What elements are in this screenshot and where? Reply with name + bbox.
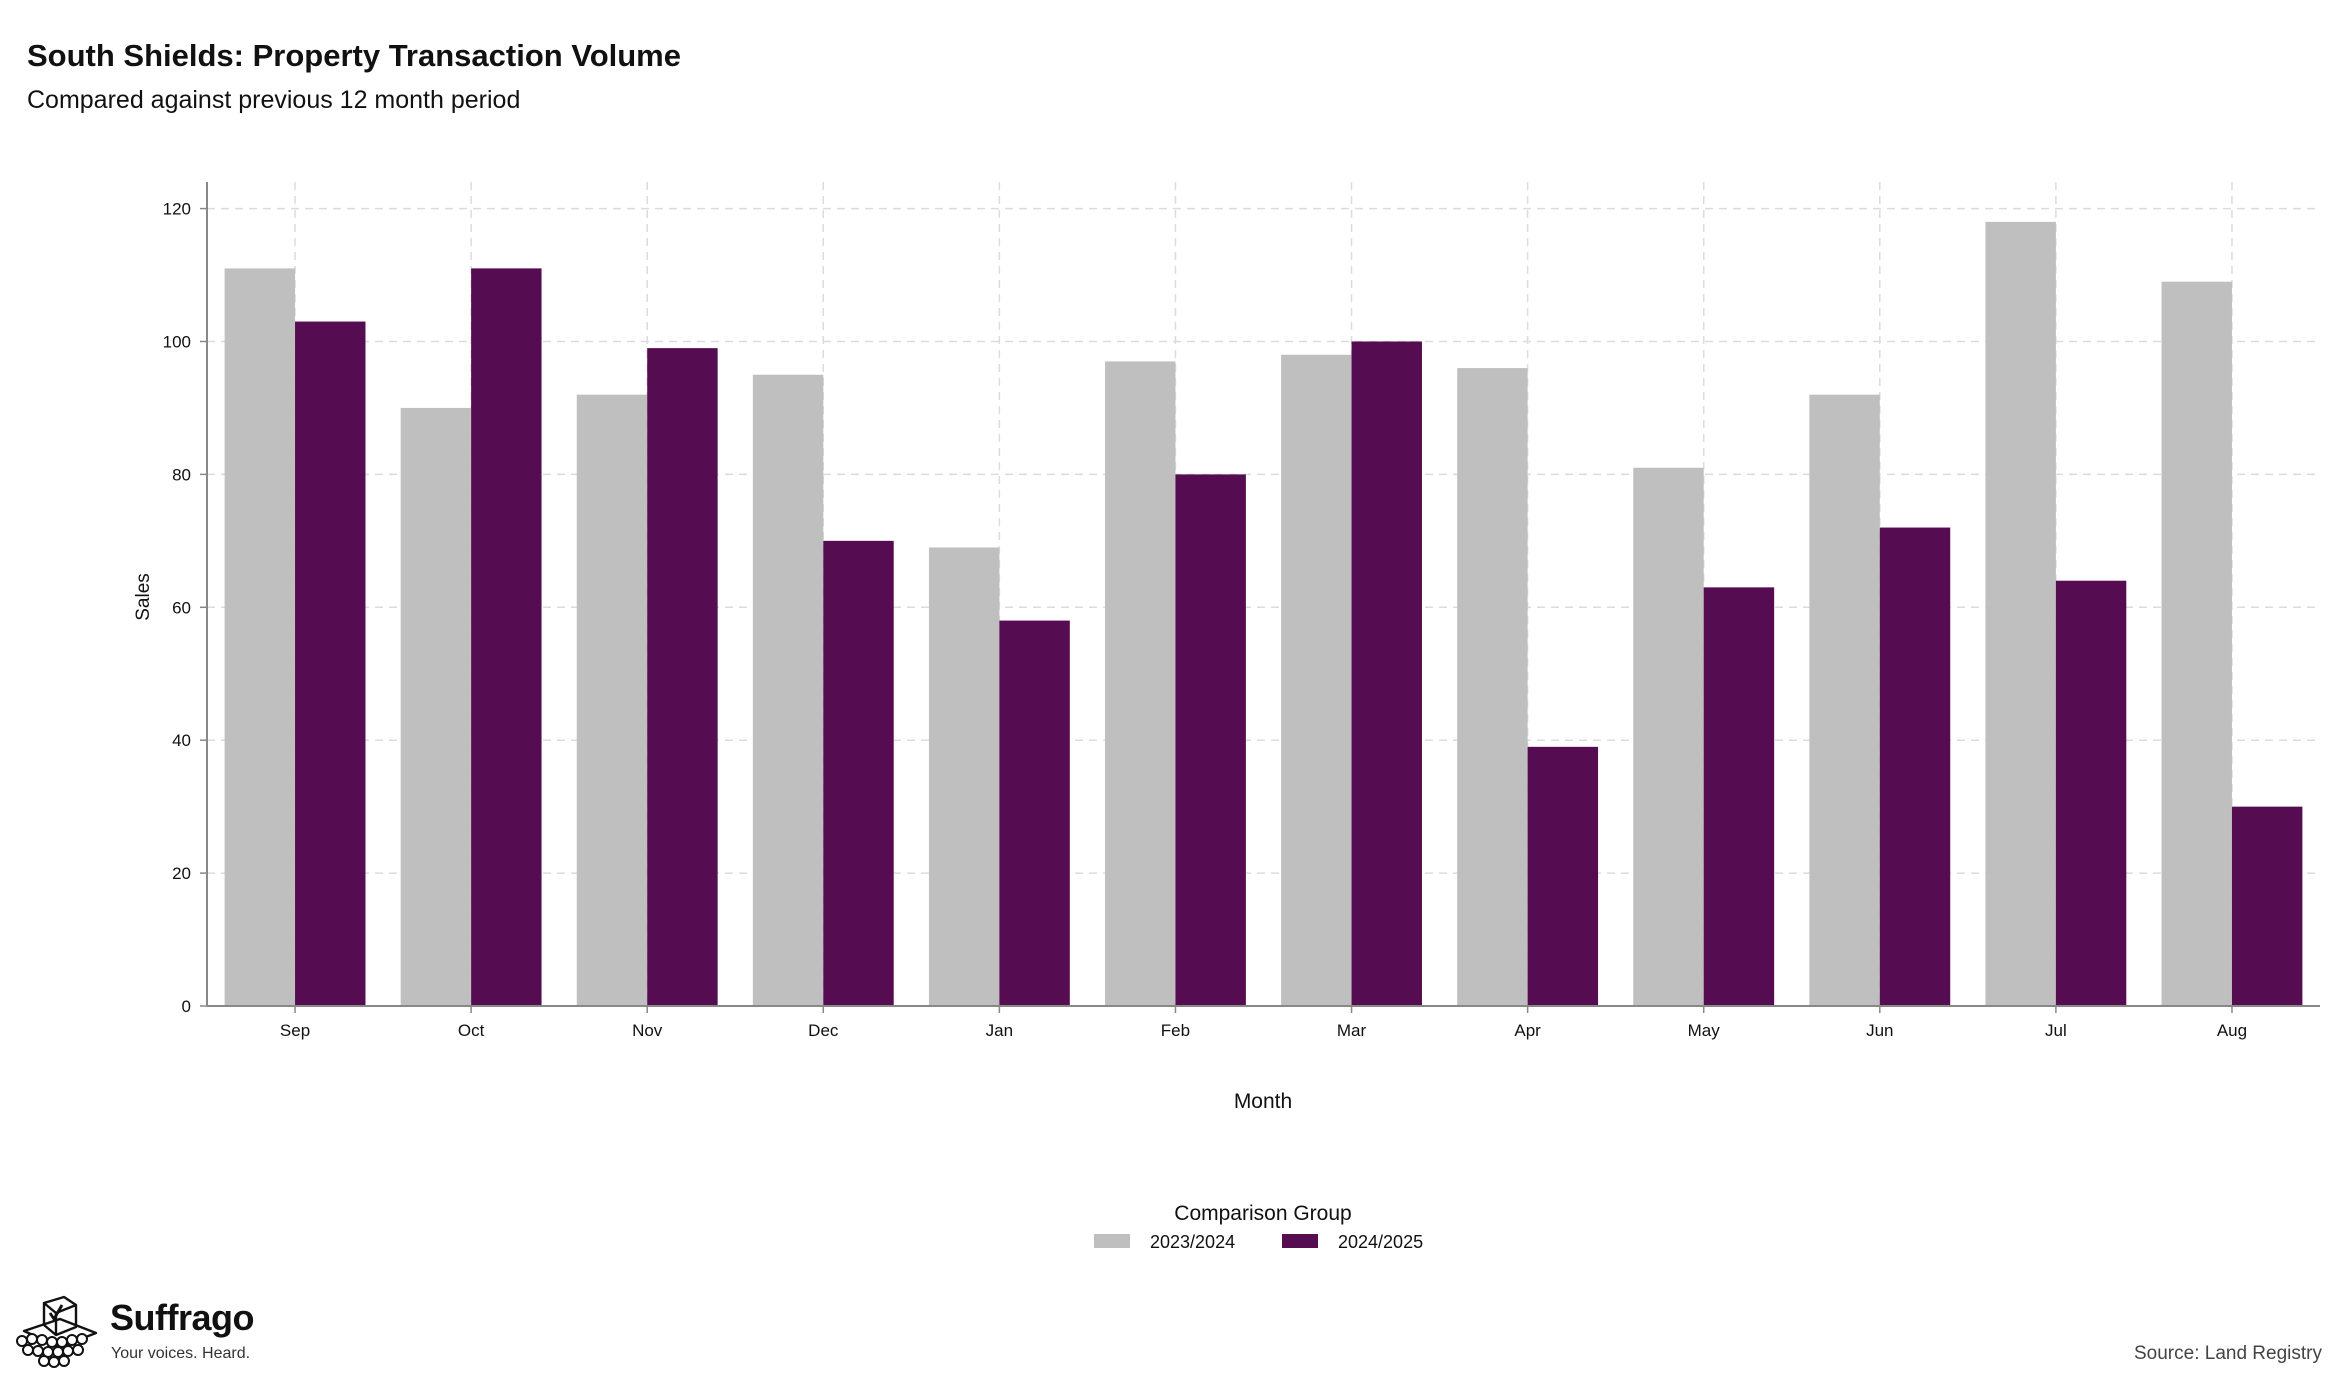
- legend-label-2023-2024: 2023/2024: [1150, 1232, 1235, 1252]
- y-tick-label: 120: [163, 200, 191, 219]
- bar-2023-2024-dec: [752, 374, 824, 1006]
- source-note: Source: Land Registry: [2134, 1343, 2322, 1364]
- chart-subtitle: Compared against previous 12 month perio…: [27, 86, 521, 114]
- x-tick-label: Mar: [1337, 1021, 1367, 1040]
- bar-2024-2025-jun: [1879, 527, 1951, 1006]
- bar-2023-2024-oct: [400, 407, 472, 1006]
- x-tick-label: Sep: [280, 1021, 310, 1040]
- bars: [224, 221, 2303, 1007]
- y-tick-label: 60: [172, 598, 191, 617]
- x-tick-label: May: [1688, 1021, 1721, 1040]
- y-tick-label: 100: [163, 332, 191, 351]
- bar-2024-2025-may: [1703, 587, 1775, 1006]
- y-tick-label: 20: [172, 864, 191, 883]
- legend: Comparison Group 2023/2024 2024/2025: [1094, 1202, 1423, 1252]
- bar-2023-2024-may: [1633, 467, 1704, 1006]
- x-tick-label: Jan: [986, 1021, 1013, 1040]
- x-tick-label: Aug: [2217, 1021, 2247, 1040]
- y-axis-label: Sales: [133, 573, 154, 621]
- brand-tagline: Your voices. Heard.: [111, 1345, 251, 1362]
- bar-2023-2024-nov: [576, 394, 648, 1007]
- x-axis-label: Month: [1234, 1090, 1292, 1113]
- bar-2024-2025-mar: [1351, 341, 1422, 1006]
- bar-2024-2025-jan: [999, 620, 1070, 1006]
- brand-logo: Suffrago Your voices. Heard.: [14, 1295, 274, 1375]
- bar-2024-2025-sep: [295, 321, 366, 1006]
- brand-name: Suffrago: [110, 1297, 255, 1338]
- bar-2023-2024-jun: [1809, 394, 1880, 1007]
- bar-chart: 0 20 40 60 80 100 120 Sep Oct Nov Dec Jan Feb Mar Apr M…: [133, 182, 2320, 1252]
- ballot-box-icon: [16, 1295, 98, 1368]
- x-tick-label: Apr: [1514, 1021, 1541, 1040]
- legend-label-2024-2025: 2024/2025: [1338, 1232, 1423, 1252]
- y-tick-label: 40: [172, 731, 191, 750]
- x-tick-label: Nov: [632, 1021, 663, 1040]
- axes: 0 20 40 60 80 100 120 Sep Oct Nov Dec Jan Feb Mar Apr M…: [163, 182, 2320, 1040]
- bar-2024-2025-feb: [1175, 474, 1246, 1006]
- x-tick-label: Oct: [458, 1021, 485, 1040]
- legend-swatch-2024-2025: [1282, 1234, 1318, 1248]
- x-tick-label: Dec: [808, 1021, 839, 1040]
- bar-2023-2024-sep: [224, 268, 296, 1006]
- bar-2024-2025-jul: [2055, 580, 2127, 1006]
- legend-swatch-2023-2024: [1094, 1234, 1130, 1248]
- bar-2024-2025-oct: [471, 268, 542, 1006]
- bar-2023-2024-mar: [1281, 354, 1352, 1007]
- legend-title: Comparison Group: [1174, 1202, 1351, 1225]
- bar-2023-2024-aug: [2161, 281, 2232, 1006]
- bar-2024-2025-nov: [647, 348, 718, 1006]
- x-tick-label: Jun: [1866, 1021, 1893, 1040]
- bar-2024-2025-dec: [823, 540, 894, 1006]
- chart-title: South Shields: Property Transaction Volu…: [27, 38, 681, 73]
- x-tick-label: Feb: [1161, 1021, 1190, 1040]
- bar-2024-2025-apr: [1527, 746, 1599, 1006]
- y-tick-label: 0: [182, 997, 191, 1016]
- bar-2023-2024-jul: [1985, 221, 2056, 1006]
- bar-2023-2024-feb: [1105, 361, 1176, 1007]
- bar-2023-2024-apr: [1457, 368, 1528, 1006]
- bar-2024-2025-aug: [2231, 806, 2303, 1006]
- bar-2023-2024-jan: [928, 547, 1000, 1006]
- x-tick-label: Jul: [2045, 1021, 2067, 1040]
- y-tick-label: 80: [172, 465, 191, 484]
